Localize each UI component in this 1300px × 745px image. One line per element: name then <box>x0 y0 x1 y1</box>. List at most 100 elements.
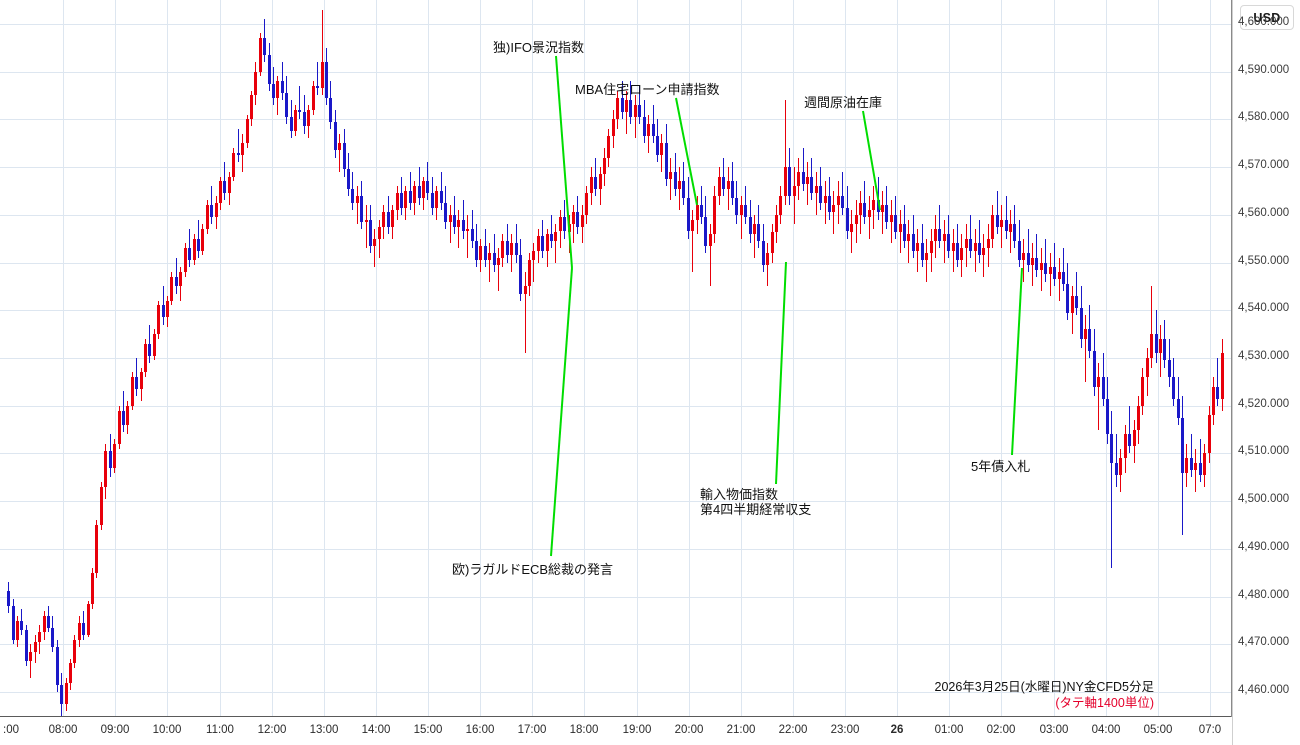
candle-body <box>272 83 275 98</box>
candle-body <box>559 217 562 232</box>
candle-wick <box>1063 248 1064 292</box>
candle-body <box>652 124 655 137</box>
candle-body <box>537 236 540 251</box>
candle-body <box>268 54 271 84</box>
candle-body <box>87 603 90 635</box>
candle-body <box>312 85 315 110</box>
candle-body <box>396 193 399 211</box>
candle-body <box>444 202 447 222</box>
grid-line-horizontal <box>0 453 1232 454</box>
candle-wick <box>357 186 358 225</box>
grid-line-vertical <box>324 0 325 716</box>
candle-body <box>1216 386 1219 399</box>
candle-body <box>828 195 831 213</box>
candle-body <box>868 210 871 218</box>
grid-line-horizontal <box>0 119 1232 120</box>
candle-body <box>435 190 438 208</box>
grid-line-vertical <box>167 0 168 716</box>
candle-body <box>365 219 368 222</box>
candle-body <box>669 171 672 179</box>
candle-body <box>1150 334 1153 358</box>
candle-body <box>775 214 778 232</box>
candle-body <box>1097 377 1100 387</box>
candle-wick <box>282 62 283 101</box>
candle-body <box>1058 272 1061 280</box>
candle-body <box>34 642 37 652</box>
candle-body <box>387 212 390 227</box>
candle-wick <box>785 100 786 206</box>
candle-wick <box>189 229 190 268</box>
candle-body <box>1128 434 1131 447</box>
candle-body <box>991 214 994 239</box>
plot-area[interactable]: 独)IFO景況指数 MBA住宅ローン申請指数 週間原油在庫 欧)ラガルドECB総裁の発… <box>0 0 1232 717</box>
time-tick-label: 02:00 <box>986 724 1016 736</box>
candle-wick <box>1076 272 1077 316</box>
candle-wick <box>970 214 971 258</box>
candle-body <box>978 243 981 256</box>
candle-body <box>431 193 434 208</box>
price-tick-label: 4,480.000 <box>1238 589 1290 601</box>
candle-wick <box>653 105 654 144</box>
candle-wick <box>1129 405 1130 454</box>
candle-body <box>943 233 946 242</box>
grid-line-horizontal <box>0 310 1232 311</box>
candle-wick <box>595 157 596 196</box>
candle-body <box>696 205 699 220</box>
candle-body <box>254 71 257 96</box>
time-axis: :00 08:00 09:00 10:00 11:00 12:00 13:00 14:00 15… <box>0 717 1232 745</box>
candle-body <box>740 205 743 215</box>
candle-body <box>1084 329 1087 339</box>
candle-body <box>850 224 853 232</box>
candle-body <box>109 451 112 468</box>
candle-wick <box>1191 434 1192 478</box>
candle-body <box>237 152 240 156</box>
candle-body <box>572 212 575 225</box>
candle-body <box>590 176 593 194</box>
candle-body <box>422 181 425 199</box>
candle-wick <box>728 167 729 211</box>
candle-wick <box>1036 233 1037 277</box>
candle-body <box>475 241 478 261</box>
candle-body <box>391 210 394 227</box>
candle-body <box>541 236 544 251</box>
candle-wick <box>1032 243 1033 287</box>
candle-wick <box>427 162 428 201</box>
candle-body <box>113 443 116 468</box>
candle-wick <box>224 162 225 201</box>
candle-body <box>184 248 187 273</box>
price-axis[interactable]: USD 4,600.000 4,590.000 4,580.000 4,570.000… <box>1232 0 1300 745</box>
time-tick-label: 09:00 <box>100 724 130 736</box>
candle-body <box>802 171 805 184</box>
candle-body <box>532 250 535 261</box>
candle-wick <box>454 195 455 234</box>
candle-body <box>576 212 579 227</box>
candle-body <box>497 257 500 265</box>
grid-line-horizontal <box>0 24 1232 25</box>
leader-line-import-prices <box>775 261 787 485</box>
candle-body <box>757 224 760 242</box>
candle-body <box>20 620 23 631</box>
candle-wick <box>1116 434 1117 487</box>
candle-body <box>162 305 165 318</box>
candle-body <box>228 176 231 194</box>
candle-wick <box>939 205 940 249</box>
candle-body <box>1102 377 1105 399</box>
grid-line-horizontal <box>0 215 1232 216</box>
candle-body <box>1212 386 1215 416</box>
candle-body <box>78 622 81 640</box>
candle-body <box>25 630 28 662</box>
candle-body <box>797 171 800 187</box>
candle-body <box>713 195 716 234</box>
candle-body <box>634 105 637 117</box>
candle-wick <box>635 95 636 139</box>
price-tick-label: 4,470.000 <box>1238 636 1290 648</box>
grid-line-vertical <box>793 0 794 716</box>
candle-body <box>329 97 332 122</box>
candle-body <box>131 377 134 406</box>
candle-body <box>749 217 752 234</box>
candle-wick <box>692 210 693 273</box>
candle-body <box>1115 463 1118 475</box>
candle-body <box>1124 434 1127 459</box>
candle-body <box>665 143 668 179</box>
candle-body <box>519 255 522 294</box>
